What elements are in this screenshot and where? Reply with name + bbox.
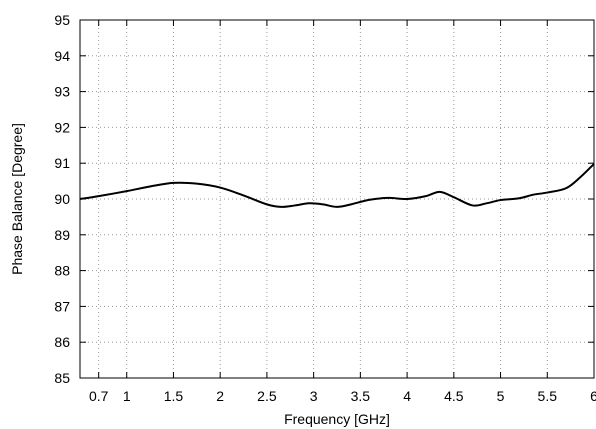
x-tick-label: 3.5 [351, 388, 371, 404]
y-tick-label: 92 [54, 119, 70, 135]
x-tick-label: 5 [497, 388, 505, 404]
x-tick-label: 3 [310, 388, 318, 404]
y-tick-label: 91 [54, 155, 70, 171]
y-tick-label: 93 [54, 84, 70, 100]
x-tick-label: 2.5 [257, 388, 277, 404]
x-tick-label: 4.5 [444, 388, 464, 404]
y-tick-label: 89 [54, 227, 70, 243]
y-tick-label: 90 [54, 191, 70, 207]
x-tick-label: 6 [590, 388, 596, 404]
y-tick-label: 95 [54, 12, 70, 28]
series-line [79, 163, 595, 208]
y-tick-label: 94 [54, 48, 70, 64]
y-tick-label: 87 [54, 298, 70, 314]
x-tick-label: 4 [403, 388, 411, 404]
tick-labels: 0.7 1 1.5 2 2.5 3 3.5 4 4.5 5 5.5 6 85 86 87 88 89 90 91 92… [54, 12, 596, 404]
y-tick-label: 85 [54, 370, 70, 386]
x-tick-label: 1 [123, 388, 131, 404]
x-tick-label: 1.5 [164, 388, 184, 404]
x-tick-label: 2 [216, 388, 224, 404]
x-axis-label: Frequency [GHz] [284, 411, 390, 427]
y-tick-label: 86 [54, 334, 70, 350]
y-axis-label: Phase Balance [Degree] [9, 123, 25, 275]
x-tick-label: 5.5 [538, 388, 558, 404]
y-tick-label: 88 [54, 263, 70, 279]
x-tick-label: 0.7 [89, 388, 109, 404]
axis-ticks [80, 19, 595, 379]
